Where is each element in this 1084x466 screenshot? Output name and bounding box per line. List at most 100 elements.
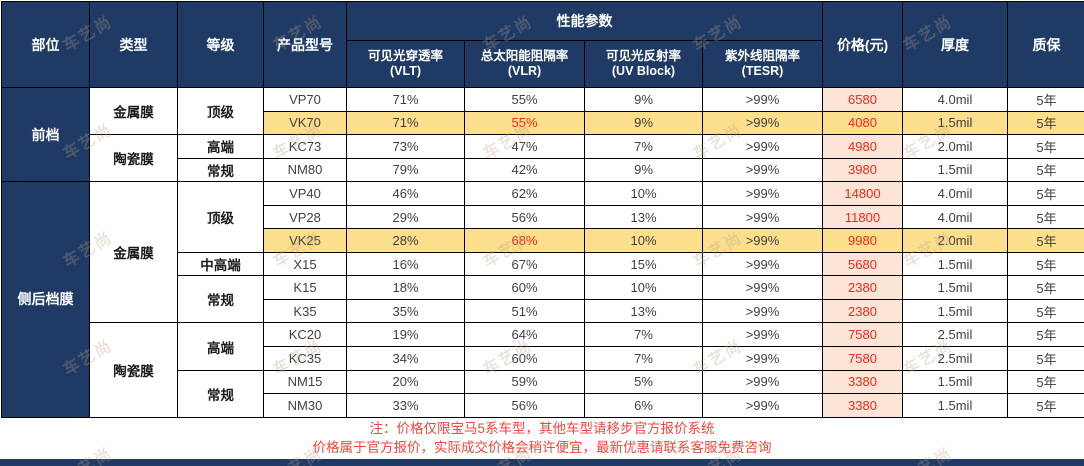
uv-cell: 13% [584, 204, 703, 230]
model-cell: KC35 [263, 346, 347, 371]
tesr-cell: >99% [702, 298, 823, 324]
table-header: 部位 类型 等级 产品型号 性能参数 价格(元) 厚度 质保 可见光穿透率 (V… [1, 1, 1084, 88]
uv-cell: 7% [584, 346, 703, 371]
vlr-cell: 56% [464, 204, 585, 230]
vlr-cell: 55% [464, 87, 585, 112]
warranty-cell: 5年 [1007, 298, 1084, 324]
header-thickness: 厚度 [902, 1, 1008, 88]
header-model: 产品型号 [263, 1, 347, 88]
table-row: NM30 33% 56% 6% >99% 3380 1.5mil 5年 [2, 393, 1084, 418]
price-cell: 4080 [822, 110, 903, 136]
thickness-cell: 1.5mil [902, 369, 1008, 395]
model-cell: VK70 [263, 110, 347, 136]
header-price: 价格(元) [822, 1, 903, 88]
vlr-cell: 56% [464, 393, 585, 418]
tesr-cell: >99% [702, 251, 823, 277]
table-row: VP28 29% 56% 13% >99% 11800 4.0mil 5年 [2, 204, 1084, 230]
thickness-cell: 1.5mil [902, 298, 1008, 324]
type-cell: 陶瓷膜 [89, 134, 178, 183]
price-cell: 9980 [822, 228, 903, 253]
price-cell: 7580 [822, 322, 903, 348]
uv-cell: 10% [584, 275, 703, 300]
warranty-cell: 5年 [1007, 87, 1084, 112]
vlt-cell: 29% [346, 204, 465, 230]
vlr-cell: 68% [464, 228, 585, 253]
vlt-cell: 73% [346, 134, 465, 159]
table-row: 侧后档膜 金属膜 顶级 VP40 46% 62% 10% >99% 14800 4.0mil 5年 [1, 181, 1084, 418]
grade-cell: 常规 [177, 369, 264, 418]
vlt-cell: 20% [346, 369, 465, 395]
note-line-2: 价格属于官方报价，实际成交价格会稍许便宜，最新优惠请联系客服免费咨询 [312, 439, 772, 455]
price-notes: 注：价格仅限宝马5系车型，其他车型请移步官方报价系统 价格属于官方报价，实际成交… [0, 418, 1084, 458]
grade-cell: 高端 [177, 322, 264, 371]
table-body: 前档 金属膜 顶级 VP70 71% 55% 9% >99% 6580 4.0mil 5年 VK70 7… [1, 86, 1084, 418]
uv-cell: 7% [584, 134, 703, 159]
vlt-cell: 35% [346, 298, 465, 324]
header-tesr-cn: 紫外线阻隔率 [724, 49, 800, 63]
uv-cell: 7% [584, 322, 703, 348]
model-cell: X15 [263, 251, 347, 277]
price-cell: 11800 [822, 204, 903, 230]
grade-cell: 常规 [177, 157, 264, 183]
warranty-cell: 5年 [1007, 322, 1084, 348]
model-cell: K35 [263, 298, 347, 324]
warranty-cell: 5年 [1007, 181, 1084, 206]
type-cell: 金属膜 [89, 181, 178, 324]
thickness-cell: 4.0mil [902, 87, 1008, 112]
header-vlt-en: (VLT) [389, 64, 421, 78]
header-uvblock-en: (UV Block) [611, 64, 676, 78]
thickness-cell: 1.5mil [902, 251, 1008, 277]
vlr-cell: 55% [464, 110, 585, 136]
price-cell: 3380 [822, 393, 903, 418]
price-cell: 3980 [822, 157, 903, 183]
warranty-cell: 5年 [1007, 204, 1084, 230]
warranty-cell: 5年 [1007, 228, 1084, 253]
vlt-cell: 34% [346, 346, 465, 371]
price-cell: 7580 [822, 346, 903, 371]
model-cell: K15 [263, 275, 347, 300]
tesr-cell: >99% [702, 110, 823, 136]
table-row: KC35 34% 60% 7% >99% 7580 2.5mil 5年 [2, 346, 1084, 371]
vlt-cell: 71% [346, 87, 465, 112]
model-cell: NM30 [263, 393, 347, 418]
grade-cell: 高端 [177, 134, 264, 159]
price-cell: 2380 [822, 275, 903, 300]
tesr-cell: >99% [702, 228, 823, 253]
header-type: 类型 [89, 1, 178, 88]
header-vlr-en: (VLR) [507, 64, 542, 78]
uv-cell: 15% [584, 251, 703, 277]
thickness-cell: 2.5mil [902, 346, 1008, 371]
uv-cell: 9% [584, 87, 703, 112]
vlr-cell: 60% [464, 346, 585, 371]
header-tesr: 紫外线阻隔率 (TESR) [702, 40, 823, 88]
model-cell: VP40 [263, 181, 347, 206]
vlr-cell: 64% [464, 322, 585, 348]
tesr-cell: >99% [702, 369, 823, 395]
tesr-cell: >99% [702, 157, 823, 183]
header-warranty: 质保 [1007, 1, 1084, 88]
table-row: 常规 NM80 79% 42% 9% >99% 3980 1.5mil 5年 [2, 157, 1084, 183]
vlr-cell: 60% [464, 275, 585, 300]
vlt-cell: 79% [346, 157, 465, 183]
model-cell: VP28 [263, 204, 347, 230]
thickness-cell: 2.0mil [902, 134, 1008, 159]
header-vlt-cn: 可见光穿透率 [367, 49, 443, 63]
thickness-cell: 2.0mil [902, 228, 1008, 253]
price-cell: 14800 [822, 181, 903, 206]
vlt-cell: 18% [346, 275, 465, 300]
uv-cell: 10% [584, 228, 703, 253]
price-cell: 3380 [822, 369, 903, 395]
table-row: 常规 K15 18% 60% 10% >99% 2380 1.5mil 5年 [2, 275, 1084, 324]
vlr-cell: 67% [464, 251, 585, 277]
model-cell: KC73 [263, 134, 347, 159]
type-cell: 陶瓷膜 [89, 322, 178, 418]
warranty-cell: 5年 [1007, 346, 1084, 371]
vlt-cell: 46% [346, 181, 465, 206]
header-grade: 等级 [177, 1, 264, 88]
grade-cell: 常规 [177, 275, 264, 324]
grade-cell: 顶级 [177, 86, 264, 136]
warranty-cell: 5年 [1007, 369, 1084, 395]
thickness-cell: 1.5mil [902, 157, 1008, 183]
warranty-cell: 5年 [1007, 251, 1084, 277]
